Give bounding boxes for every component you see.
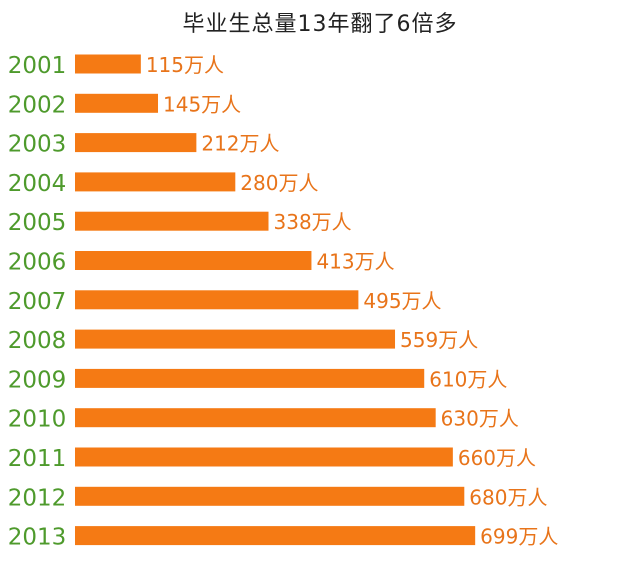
bar bbox=[75, 54, 141, 74]
bar bbox=[75, 526, 476, 546]
value-label: 630万人 bbox=[441, 407, 519, 431]
bar bbox=[75, 368, 425, 388]
value-label: 495万人 bbox=[363, 289, 441, 313]
year-label: 2013 bbox=[8, 525, 67, 551]
bar bbox=[75, 447, 453, 467]
year-label: 2008 bbox=[8, 328, 67, 354]
value-label: 660万人 bbox=[458, 446, 536, 470]
year-label: 2011 bbox=[8, 446, 67, 472]
bar bbox=[75, 290, 359, 310]
value-label: 212万人 bbox=[201, 132, 279, 156]
year-label: 2003 bbox=[8, 132, 67, 158]
bar bbox=[75, 408, 436, 428]
year-label: 2010 bbox=[8, 407, 67, 433]
value-label: 338万人 bbox=[274, 210, 352, 234]
chart-title: 毕业生总量13年翻了6倍多 bbox=[182, 12, 458, 37]
value-label: 145万人 bbox=[163, 92, 241, 116]
year-label: 2007 bbox=[8, 289, 67, 315]
value-label: 280万人 bbox=[240, 171, 318, 195]
value-label: 413万人 bbox=[316, 250, 394, 274]
year-label: 2002 bbox=[8, 92, 67, 118]
bar bbox=[75, 486, 465, 506]
year-label: 2009 bbox=[8, 367, 67, 393]
bar bbox=[75, 133, 197, 153]
bar bbox=[75, 211, 269, 231]
year-label: 2006 bbox=[8, 250, 67, 276]
year-label: 2001 bbox=[8, 53, 67, 79]
value-label: 559万人 bbox=[400, 328, 478, 352]
value-label: 680万人 bbox=[469, 485, 547, 509]
bar bbox=[75, 93, 159, 113]
bar bbox=[75, 329, 396, 349]
value-label: 699万人 bbox=[480, 525, 558, 549]
year-label: 2005 bbox=[8, 210, 67, 236]
value-label: 115万人 bbox=[146, 53, 224, 77]
year-label: 2004 bbox=[8, 171, 67, 197]
bar bbox=[75, 172, 236, 192]
value-label: 610万人 bbox=[429, 367, 507, 391]
year-label: 2012 bbox=[8, 485, 67, 511]
bar bbox=[75, 251, 312, 270]
